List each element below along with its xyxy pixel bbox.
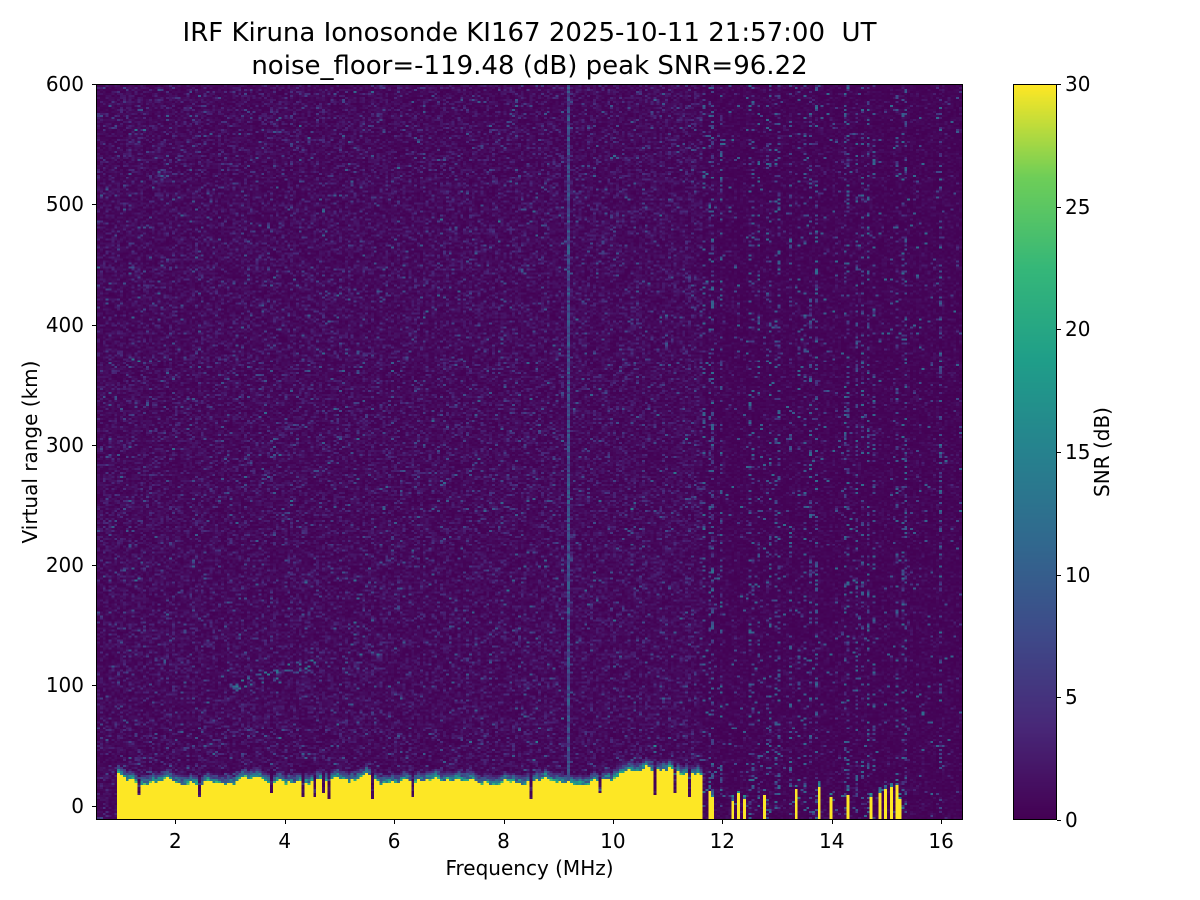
y-tick-label: 300 [45, 432, 84, 457]
y-tick-mark [92, 805, 96, 807]
x-tick-mark [831, 820, 833, 824]
colorbar-tick-label: 5 [1065, 685, 1078, 710]
x-tick-mark [722, 820, 724, 824]
plot-area [96, 84, 963, 820]
colorbar-tick-label: 20 [1065, 317, 1091, 342]
colorbar-tick-mark [1057, 206, 1061, 208]
x-tick-label: 10 [600, 829, 626, 853]
x-tick-mark [503, 820, 505, 824]
colorbar [1013, 84, 1057, 820]
colorbar-tick-mark [1057, 329, 1061, 331]
y-tick-label: 100 [45, 673, 84, 698]
x-tick-label: 2 [168, 829, 182, 853]
colorbar-tick-mark [1057, 574, 1061, 576]
y-tick-label: 200 [45, 553, 84, 578]
x-tick-label: 12 [709, 829, 736, 853]
y-tick-label: 600 [45, 72, 84, 96]
x-tick-label: 8 [497, 829, 510, 853]
colorbar-tick-mark [1057, 820, 1061, 821]
colorbar-tick-mark [1057, 697, 1061, 699]
x-tick-label: 4 [278, 829, 292, 853]
colorbar-tick-label: 25 [1065, 194, 1091, 219]
colorbar-tick-mark [1057, 452, 1061, 453]
colorbar-label: SNR (dB) [1090, 407, 1114, 497]
x-tick-label: 14 [818, 829, 845, 853]
y-tick-mark [92, 324, 96, 326]
y-tick-mark [92, 84, 96, 85]
y-tick-mark [92, 685, 96, 687]
x-tick-label: 16 [928, 829, 954, 853]
colorbar-tick-label: 30 [1065, 72, 1091, 96]
colorbar-gradient [1014, 85, 1056, 819]
ionogram-heatmap [97, 85, 962, 819]
x-tick-mark [284, 820, 286, 824]
colorbar-tick-label: 0 [1065, 808, 1078, 832]
x-tick-mark [394, 820, 396, 824]
colorbar-tick-label: 15 [1065, 440, 1091, 464]
x-tick-label: 6 [387, 829, 401, 853]
x-tick-mark [941, 820, 943, 824]
x-tick-mark [175, 820, 177, 824]
y-tick-mark [92, 204, 96, 206]
colorbar-tick-label: 10 [1065, 562, 1091, 587]
x-tick-mark [612, 820, 614, 824]
y-tick-label: 400 [45, 312, 84, 337]
figure-title: IRF Kiruna Ionosonde KI167 2025-10-11 21… [182, 18, 877, 48]
y-tick-mark [92, 444, 96, 446]
figure-subtitle: noise_floor=-119.48 (dB) peak SNR=96.22 [251, 51, 808, 81]
y-tick-label: 0 [71, 793, 84, 818]
x-axis-label: Frequency (MHz) [445, 856, 614, 880]
y-tick-mark [92, 565, 96, 567]
y-tick-label: 500 [45, 192, 84, 217]
colorbar-tick-mark [1057, 84, 1061, 85]
